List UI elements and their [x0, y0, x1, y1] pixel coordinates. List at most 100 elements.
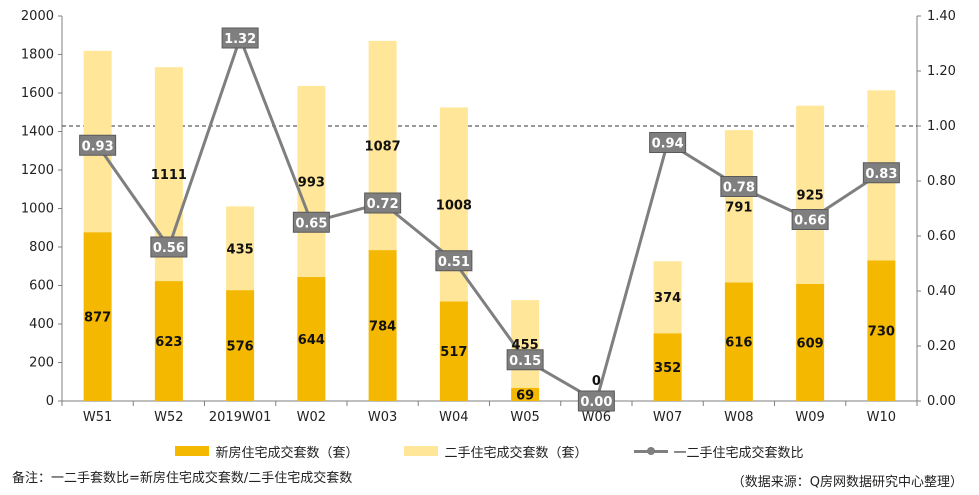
legend-swatch-new-house — [175, 446, 210, 456]
ratio-line-layer — [93, 33, 886, 405]
legend-item-new-house: 新房住宅成交套数（套） — [175, 442, 358, 461]
x-tick-label: W05 — [510, 410, 539, 425]
x-tick-label: W10 — [867, 410, 896, 425]
label-new-house: 616 — [725, 336, 752, 351]
ratio-label-box — [292, 211, 330, 233]
bar-new-house — [796, 283, 825, 401]
bar-new-house — [368, 250, 397, 401]
bar-second-hand — [796, 105, 825, 284]
y-left-tick-label: 800 — [29, 240, 54, 255]
label-second-hand: 0 — [592, 374, 601, 389]
label-second-hand: 1087 — [365, 139, 401, 154]
ratio-label: 0.78 — [723, 181, 755, 196]
bar-second-hand — [724, 130, 753, 283]
ratio-label: 0.66 — [794, 214, 826, 229]
label-second-hand: 1008 — [436, 198, 472, 213]
ratio-label-box — [435, 250, 473, 272]
y-left-tick-label: 1600 — [21, 86, 54, 101]
legend-item-ratio: 一二手住宅成交套数比 — [633, 442, 804, 461]
footnote: 备注：一二手套数比=新房住宅成交套数/二手住宅成交套数 — [12, 471, 353, 486]
y-right-tick-label: 1.00 — [927, 119, 956, 134]
bar-new-house — [511, 387, 540, 401]
ratio-label: 0.51 — [438, 255, 470, 270]
labels-layer: 8779426231111576435644993784108751710086… — [79, 27, 900, 412]
label-new-house: 730 — [868, 325, 895, 340]
y-right-tick-label: 1.40 — [927, 9, 956, 24]
bar-second-hand — [653, 261, 682, 334]
x-tick-label: W04 — [439, 410, 468, 425]
ratio-label: 1.32 — [224, 32, 256, 47]
axes-layer: 0 200 400 600 800 1000 1200 1400 1600 1800 2000 0.0… — [21, 9, 956, 425]
label-new-house: 352 — [654, 361, 681, 376]
chart: 0 200 400 600 800 1000 1200 1400 1600 1800 2000 0.0… — [21, 9, 956, 425]
y-left-tick-label: 2000 — [21, 9, 54, 24]
bar-new-house — [154, 281, 183, 401]
legend-label-ratio: 一二手住宅成交套数比 — [673, 445, 804, 461]
x-tick-label: W02 — [297, 410, 326, 425]
ratio-label-box — [221, 27, 259, 49]
ratio-label-box — [649, 132, 687, 153]
y-left-tick-label: 400 — [29, 317, 54, 332]
label-new-house: 784 — [369, 320, 396, 335]
ratio-label-box — [720, 176, 758, 197]
y-left-tick-label: 1200 — [21, 163, 54, 178]
ratio-label-box — [506, 349, 544, 371]
y-left-tick-label: 1400 — [21, 125, 54, 140]
ratio-label: 0.00 — [580, 395, 612, 410]
label-second-hand: 1111 — [151, 168, 187, 183]
legend-label-new-house: 新房住宅成交套数（套） — [215, 445, 359, 461]
legend-label-second-hand: 二手住宅成交套数（套） — [444, 445, 588, 461]
ratio-label: 0.15 — [509, 354, 541, 369]
label-second-hand: 374 — [654, 291, 681, 306]
y-left-tick-label: 600 — [29, 279, 54, 294]
ratio-label-box — [577, 390, 615, 412]
bar-new-house — [724, 282, 753, 401]
label-new-house: 609 — [797, 336, 824, 351]
legend-swatch-second-hand — [404, 446, 439, 456]
y-right-tick-label: 1.20 — [927, 64, 956, 79]
label-second-hand: 791 — [725, 200, 752, 215]
ratio-label-box — [791, 209, 829, 230]
ratio-line — [96, 33, 883, 404]
x-tick-label: W06 — [582, 410, 611, 425]
label-new-house: 623 — [155, 335, 182, 350]
bar-second-hand — [511, 300, 540, 388]
bar-second-hand — [368, 40, 397, 251]
label-second-hand: 435 — [227, 242, 254, 257]
ratio-label: 0.94 — [652, 137, 684, 152]
y-right-tick-label: 0.80 — [927, 174, 956, 189]
label-second-hand: 455 — [512, 338, 539, 353]
bar-new-house — [297, 277, 326, 401]
ratio-label: 0.56 — [153, 241, 185, 256]
x-tick-label: W07 — [653, 410, 682, 425]
ratio-label: 0.65 — [295, 216, 327, 231]
ratio-label: 0.72 — [367, 197, 399, 212]
bar-second-hand — [297, 85, 326, 278]
y-left-tick-label: 1800 — [21, 48, 54, 63]
label-new-house: 576 — [227, 340, 254, 355]
y-left-tick-label: 0 — [46, 394, 54, 409]
legend-swatch-ratio — [633, 446, 668, 456]
y-right-tick-label: 0.60 — [927, 229, 956, 244]
x-tick-label: W03 — [368, 410, 397, 425]
label-new-house: 644 — [298, 333, 325, 348]
bar-second-hand — [226, 206, 255, 291]
x-tick-label: W08 — [724, 410, 753, 425]
y-left-tick-label: 1000 — [21, 202, 54, 217]
y-right-tick-label: 0.40 — [927, 284, 956, 299]
bar-new-house — [653, 333, 682, 401]
label-second-hand: 993 — [298, 175, 325, 190]
ratio-label: 0.83 — [865, 167, 897, 182]
y-right-tick-label: 0.00 — [927, 394, 956, 409]
label-new-house: 517 — [440, 345, 467, 360]
ratio-label-box — [79, 134, 117, 156]
bar-new-house — [439, 301, 468, 401]
bars-layer — [83, 40, 896, 401]
label-new-house: 877 — [84, 311, 111, 326]
y-left-tick-label: 200 — [29, 356, 54, 371]
label-new-house: 69 — [516, 388, 534, 403]
ratio-label-box — [862, 162, 900, 184]
y-right-tick-label: 0.20 — [927, 339, 956, 354]
legend: 新房住宅成交套数（套） 二手住宅成交套数（套） 一二手住宅成交套数比 — [0, 441, 979, 461]
bar-new-house — [867, 260, 896, 401]
